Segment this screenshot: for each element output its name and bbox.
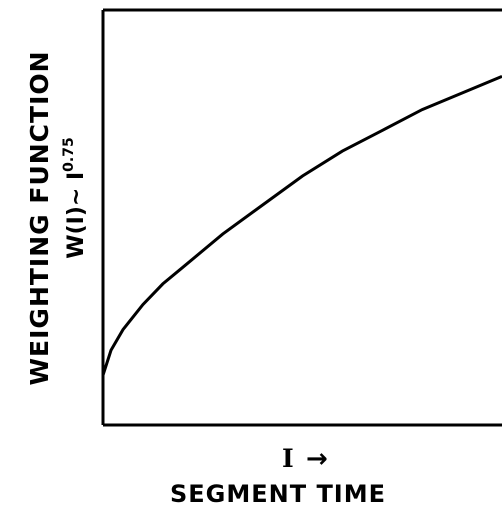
x-axis-arrow: →	[306, 444, 328, 474]
y-axis-label: WEIGHTING FUNCTION	[25, 50, 54, 385]
y-axis-formula-group: W(I)~ I0.75	[61, 137, 89, 258]
x-axis-label: SEGMENT TIME	[170, 480, 386, 508]
y-axis-formula-base: W(I)~ I	[64, 172, 89, 259]
weighting-curve	[101, 75, 502, 376]
y-axis-label-group: WEIGHTING FUNCTION	[25, 50, 54, 385]
y-axis-formula-exponent: 0.75	[61, 137, 77, 172]
x-axis-variable: I	[282, 444, 294, 473]
y-axis-formula: W(I)~ I0.75	[61, 137, 89, 258]
plot-frame	[101, 8, 502, 427]
